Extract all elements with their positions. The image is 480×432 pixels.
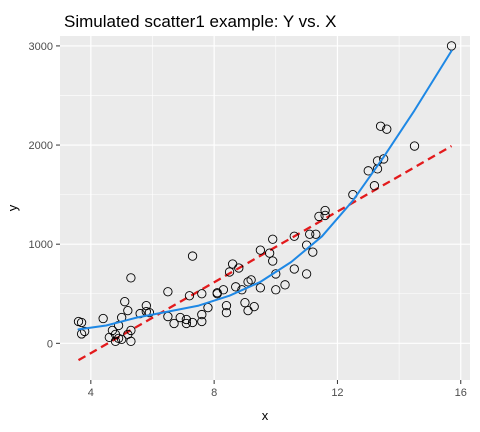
data-point [280, 280, 290, 290]
data-point [181, 318, 192, 329]
data-point [320, 205, 330, 216]
data-point [144, 307, 155, 318]
data-point [409, 141, 420, 151]
data-point [237, 285, 247, 295]
data-point [268, 234, 278, 244]
data-point [308, 247, 318, 257]
x-axis-title: x [262, 408, 269, 423]
data-point [379, 154, 389, 164]
y-tick-label: 2000 [29, 140, 53, 152]
data-point [264, 248, 275, 258]
data-point [126, 273, 136, 283]
data-point [117, 334, 127, 345]
data-point [243, 277, 253, 287]
data-point [311, 229, 321, 239]
y-tick-label: 3000 [29, 41, 53, 53]
data-point [123, 305, 133, 316]
major-gridlines [60, 36, 470, 380]
data-point [126, 336, 136, 346]
chart-title: Simulated scatter1 example: Y vs. X [64, 12, 336, 31]
smooth-curve [77, 49, 453, 331]
data-point [197, 309, 207, 320]
data-point [289, 231, 299, 241]
data-point [289, 264, 299, 274]
data-point [249, 301, 259, 312]
data-point [382, 124, 392, 134]
data-point [255, 245, 266, 255]
data-point [110, 336, 121, 346]
data-point [369, 181, 380, 191]
plot-panel [60, 36, 470, 380]
data-point [305, 229, 315, 239]
data-point [320, 210, 330, 221]
data-point [126, 325, 136, 336]
data-point [187, 251, 198, 261]
data-point [197, 289, 207, 299]
data-point [76, 317, 87, 328]
y-axis-title: y [5, 204, 20, 211]
data-point [255, 283, 266, 293]
data-point [224, 267, 235, 277]
y-axis: 0 1000 2000 3000 [29, 41, 60, 350]
data-point [169, 318, 179, 329]
data-point [246, 275, 256, 285]
data-point [271, 285, 281, 295]
data-point [268, 256, 278, 266]
smooth-line-layer [77, 49, 453, 331]
x-tick-label: 8 [211, 387, 217, 399]
data-point [375, 121, 386, 131]
data-point [181, 314, 192, 325]
data-point [363, 166, 373, 176]
x-tick-label: 12 [331, 387, 343, 399]
minor-gridlines [60, 36, 470, 380]
data-point [221, 300, 232, 311]
y-tick-label: 0 [47, 338, 53, 350]
data-point [98, 313, 108, 324]
data-point [80, 326, 90, 337]
data-point [221, 307, 232, 318]
data-point [301, 269, 312, 279]
x-axis: 4 8 12 16 [88, 380, 467, 399]
x-tick-label: 16 [455, 387, 467, 399]
data-point [240, 298, 250, 308]
data-point [184, 291, 195, 301]
data-point [231, 282, 241, 292]
data-point [197, 316, 207, 327]
data-point [218, 285, 229, 295]
data-point [175, 312, 185, 323]
data-point [314, 211, 324, 222]
x-tick-label: 4 [88, 387, 94, 399]
data-point [163, 287, 173, 297]
data-point [120, 297, 130, 307]
data-point [187, 317, 198, 328]
y-tick-label: 1000 [29, 239, 53, 251]
data-point [234, 263, 244, 273]
